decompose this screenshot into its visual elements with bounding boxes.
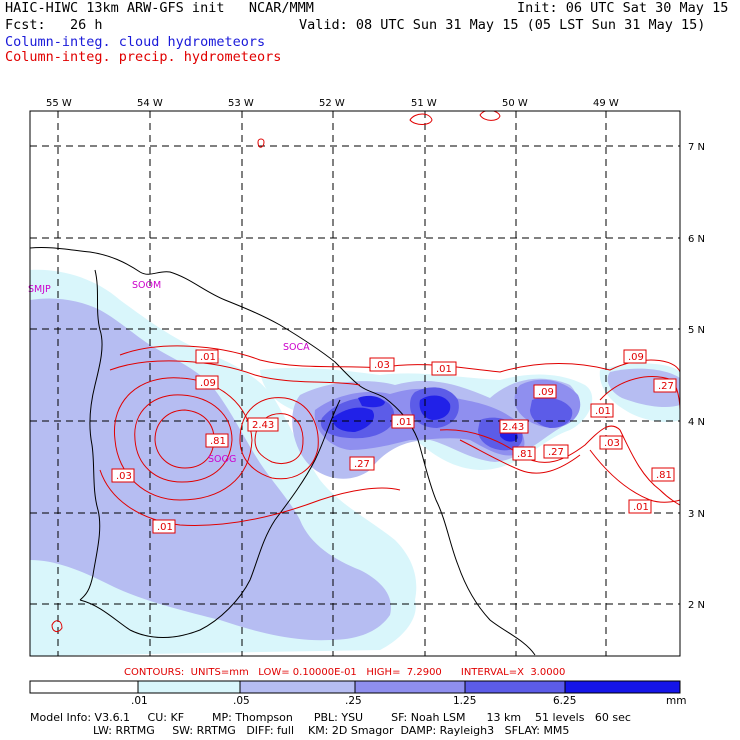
cloud-fill-core-2 bbox=[419, 395, 451, 420]
lat-label: 7 N bbox=[688, 142, 705, 153]
border-amapa bbox=[384, 397, 536, 656]
model-info-line2: LW: RRTMG SW: RRTMG DIFF: full KM: 2D Sm… bbox=[30, 724, 570, 737]
precip-contour-ring-2 bbox=[134, 394, 233, 483]
cloud-fill-core-3 bbox=[358, 395, 385, 408]
cloud-fill-lavender bbox=[30, 298, 391, 641]
contour-label: .01 bbox=[595, 406, 611, 417]
contour-label: 2.43 bbox=[252, 420, 274, 431]
station-smjp: SMJP bbox=[28, 284, 51, 295]
colorbar-tick: 1.25 bbox=[453, 695, 476, 707]
lat-labels: 7 N 6 N 5 N 4 N 3 N 2 N bbox=[688, 142, 705, 611]
graticule bbox=[30, 111, 680, 656]
precip-contour-ring bbox=[113, 377, 253, 501]
contour-label: .81 bbox=[517, 449, 533, 460]
contour-label: .03 bbox=[374, 360, 390, 371]
lat-label: 2 N bbox=[688, 600, 705, 611]
colorbar-bin bbox=[464, 680, 566, 694]
precip-contour-outer-2 bbox=[109, 360, 361, 386]
lat-label: 4 N bbox=[688, 417, 705, 428]
precip-contour-ring-5 bbox=[254, 413, 304, 464]
colorbar-bin bbox=[239, 680, 356, 694]
boundaries bbox=[30, 247, 536, 656]
contour-label: .03 bbox=[116, 471, 132, 482]
border-west bbox=[79, 269, 103, 601]
field-name-precip: Column-integ. precip. hydrometeors bbox=[5, 49, 282, 65]
precip-contour-south bbox=[99, 469, 401, 526]
contour-label: .27 bbox=[548, 447, 564, 458]
contour-label: 2.43 bbox=[502, 422, 524, 433]
precip-contour-ring-4 bbox=[239, 397, 319, 480]
precip-contour-east-2 bbox=[459, 439, 581, 474]
precip-contour-east bbox=[439, 425, 680, 506]
lon-label: 55 W bbox=[46, 98, 72, 109]
station-soca: SOCA bbox=[283, 342, 310, 353]
contour-label: .09 bbox=[200, 378, 216, 389]
forecast-hour: Fcst: 26 h bbox=[5, 17, 103, 33]
cloud-fill-core bbox=[332, 407, 375, 432]
precip-contour-north-blob bbox=[409, 113, 433, 125]
station-soog: SOOG bbox=[208, 454, 236, 465]
field-name-cloud: Column-integ. cloud hydrometeors bbox=[5, 34, 266, 50]
colorbar-units: mm bbox=[666, 695, 686, 707]
contour-label: .01 bbox=[633, 502, 649, 513]
lat-label: 3 N bbox=[688, 509, 705, 520]
colorbar-tick: .01 bbox=[131, 695, 148, 707]
contour-label: .01 bbox=[436, 364, 452, 375]
contour-label: .27 bbox=[354, 459, 370, 470]
colorbar-bin bbox=[354, 680, 466, 694]
contour-label: .01 bbox=[200, 352, 216, 363]
contour-label: .09 bbox=[628, 352, 644, 363]
cloud-fill-lavender-3 bbox=[607, 368, 680, 408]
lon-label: 49 W bbox=[593, 98, 619, 109]
colorbar-tick: .25 bbox=[345, 695, 362, 707]
precip-contour-sw bbox=[51, 620, 63, 633]
precip-contour-small bbox=[257, 138, 265, 148]
contour-label: .27 bbox=[658, 381, 674, 392]
contour-label: .09 bbox=[538, 387, 554, 398]
lon-labels: 55 W 54 W 53 W 52 W 51 W 50 W 49 W bbox=[46, 98, 619, 109]
contour-label: .81 bbox=[656, 470, 672, 481]
lon-label: 53 W bbox=[228, 98, 254, 109]
colorbar-tick: .05 bbox=[233, 695, 250, 707]
contour-label: .03 bbox=[604, 438, 620, 449]
cloud-fill-dark-4 bbox=[530, 397, 573, 428]
colorbar-bin bbox=[137, 680, 241, 694]
lon-label: 51 W bbox=[411, 98, 437, 109]
lon-label: 52 W bbox=[319, 98, 345, 109]
colorbar-bin bbox=[564, 680, 681, 694]
station-soom: SOOM bbox=[132, 280, 161, 291]
init-time: Init: 06 UTC Sat 30 May 15 bbox=[517, 0, 729, 16]
contour-info: CONTOURS: UNITS=mm LOW= 0.10000E-01 HIGH… bbox=[124, 667, 566, 678]
plot-title: HAIC-HIWC 13km ARW-GFS init NCAR/MMM bbox=[5, 0, 314, 16]
contour-labels: .01 .09 .81 2.43 .03 .01 .03 .01 .01 .27… bbox=[111, 349, 677, 534]
valid-time: Valid: 08 UTC Sun 31 May 15 (05 LST Sun … bbox=[299, 17, 706, 33]
border-south bbox=[79, 399, 341, 638]
contour-label: .81 bbox=[210, 436, 226, 447]
precip-contour-outer bbox=[119, 345, 680, 373]
contour-label: .01 bbox=[157, 522, 173, 533]
lon-label: 50 W bbox=[502, 98, 528, 109]
model-info-line1: Model Info: V3.6.1 CU: KF MP: Thompson P… bbox=[30, 711, 631, 724]
colorbar-bin bbox=[29, 680, 139, 694]
lat-label: 5 N bbox=[688, 325, 705, 336]
map-frame bbox=[29, 110, 681, 657]
lat-label: 6 N bbox=[688, 234, 705, 245]
lon-label: 54 W bbox=[137, 98, 163, 109]
colorbar: .01 .05 .25 1.25 6.25 mm bbox=[29, 680, 686, 707]
coastline bbox=[30, 247, 386, 399]
colorbar-tick: 6.25 bbox=[553, 695, 576, 707]
contour-label: .01 bbox=[396, 417, 412, 428]
